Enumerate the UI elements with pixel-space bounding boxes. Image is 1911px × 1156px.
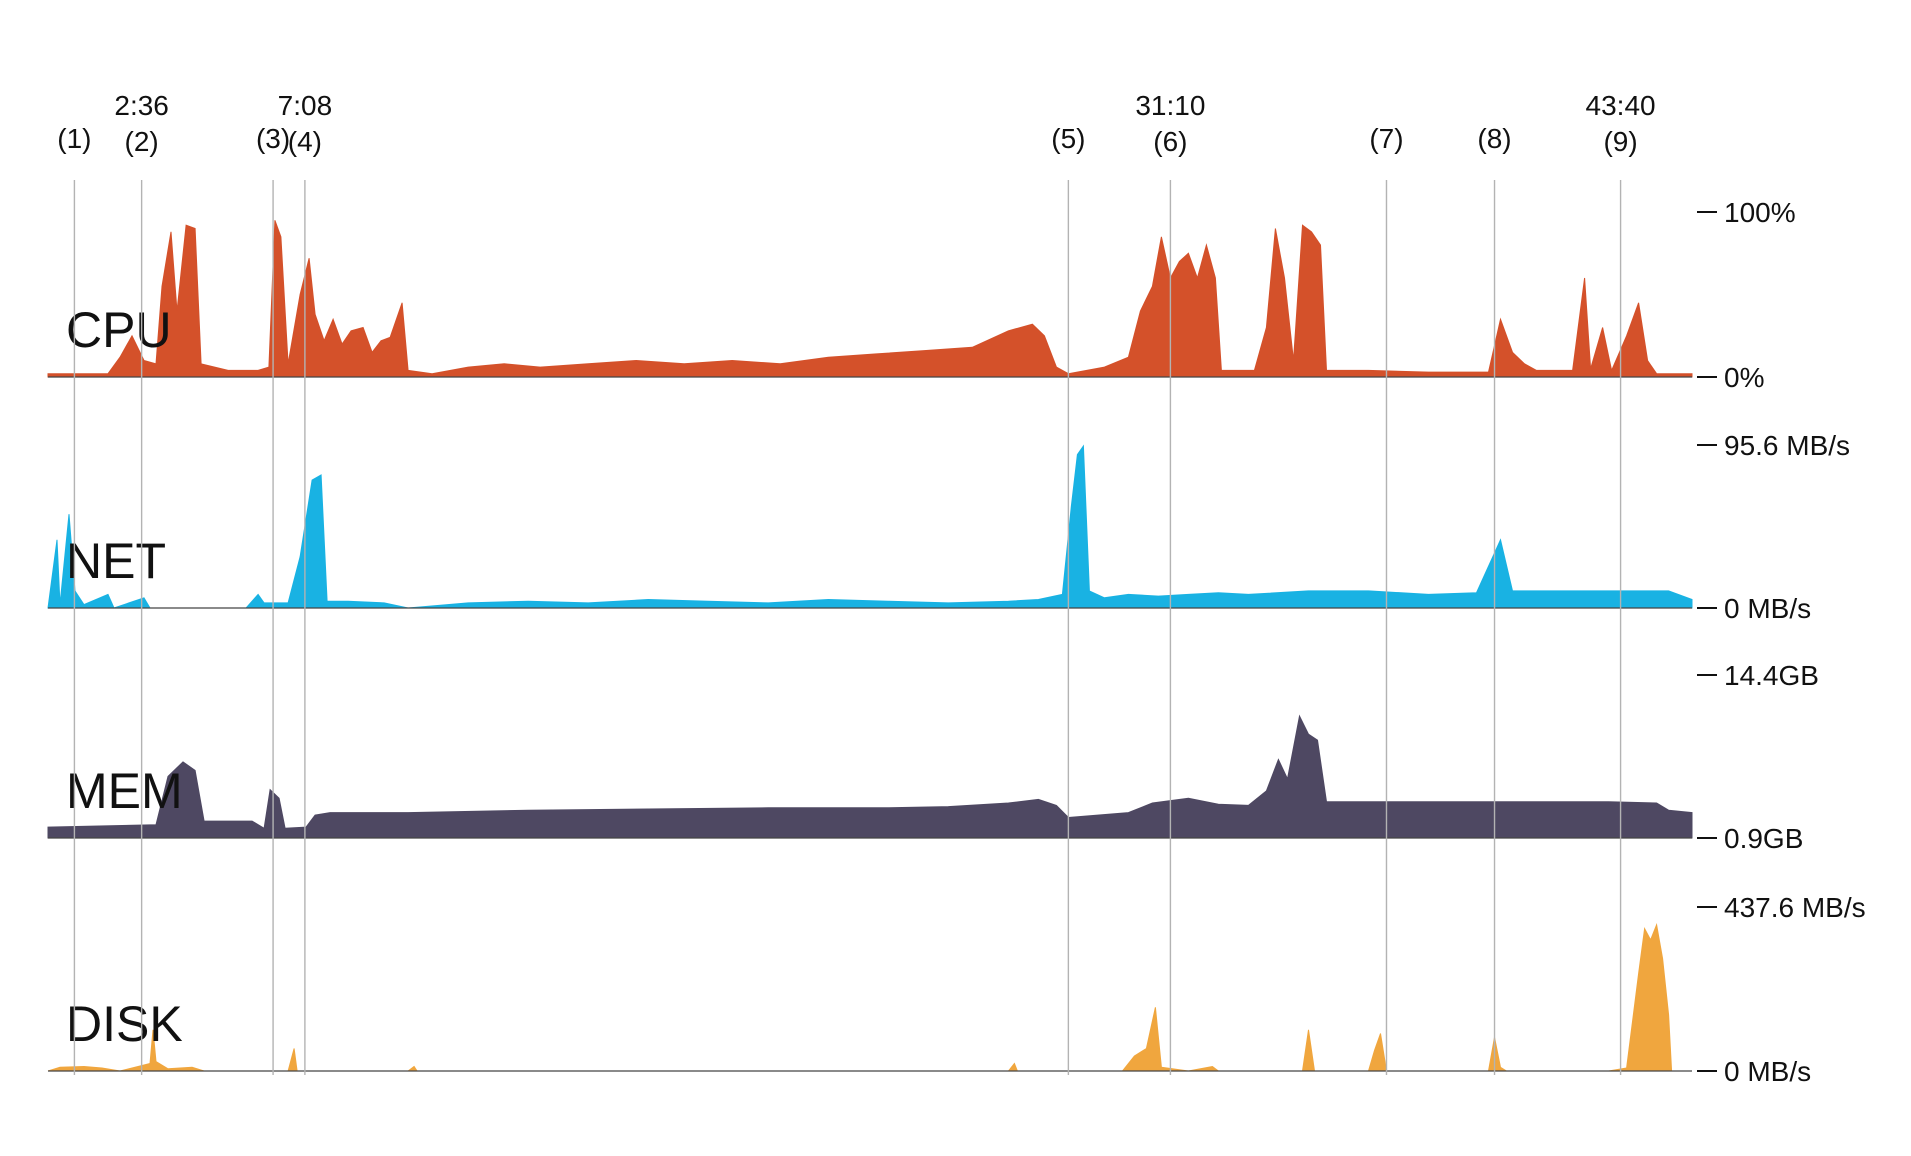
ymax-label-disk: 437.6 MB/s	[1724, 892, 1866, 923]
series-net-area	[47, 444, 1693, 609]
ymax-label-mem: 14.4GB	[1724, 660, 1819, 691]
marker-label-7: (7)	[1369, 123, 1403, 154]
panel-label-disk: DISK	[66, 996, 183, 1052]
ymin-label-mem: 0.9GB	[1724, 823, 1803, 854]
ymin-label-cpu: 0%	[1724, 362, 1764, 393]
panel-label-mem: MEM	[66, 763, 183, 819]
marker-label-1: (1)	[57, 123, 91, 154]
marker-time-label-2: 2:36	[114, 90, 169, 121]
series-mem-area	[47, 714, 1693, 839]
marker-label-3: (3)	[256, 123, 290, 154]
marker-label-4: (4)	[288, 126, 322, 157]
panel-label-cpu: CPU	[66, 302, 172, 358]
ymin-label-disk: 0 MB/s	[1724, 1056, 1811, 1087]
marker-label-2: (2)	[125, 126, 159, 157]
ymax-label-cpu: 100%	[1724, 197, 1796, 228]
panel-label-net: NET	[66, 533, 166, 589]
marker-label-9: (9)	[1603, 126, 1637, 157]
marker-time-label-4: 7:08	[278, 90, 333, 121]
ymax-label-net: 95.6 MB/s	[1724, 430, 1850, 461]
series-disk-area	[47, 922, 1692, 1072]
ymin-label-net: 0 MB/s	[1724, 593, 1811, 624]
marker-label-6: (6)	[1153, 126, 1187, 157]
marker-time-label-6: 31:10	[1135, 90, 1205, 121]
series-cpu-area	[47, 220, 1693, 378]
marker-label-5: (5)	[1051, 123, 1085, 154]
marker-time-label-9: 43:40	[1586, 90, 1656, 121]
marker-label-8: (8)	[1477, 123, 1511, 154]
